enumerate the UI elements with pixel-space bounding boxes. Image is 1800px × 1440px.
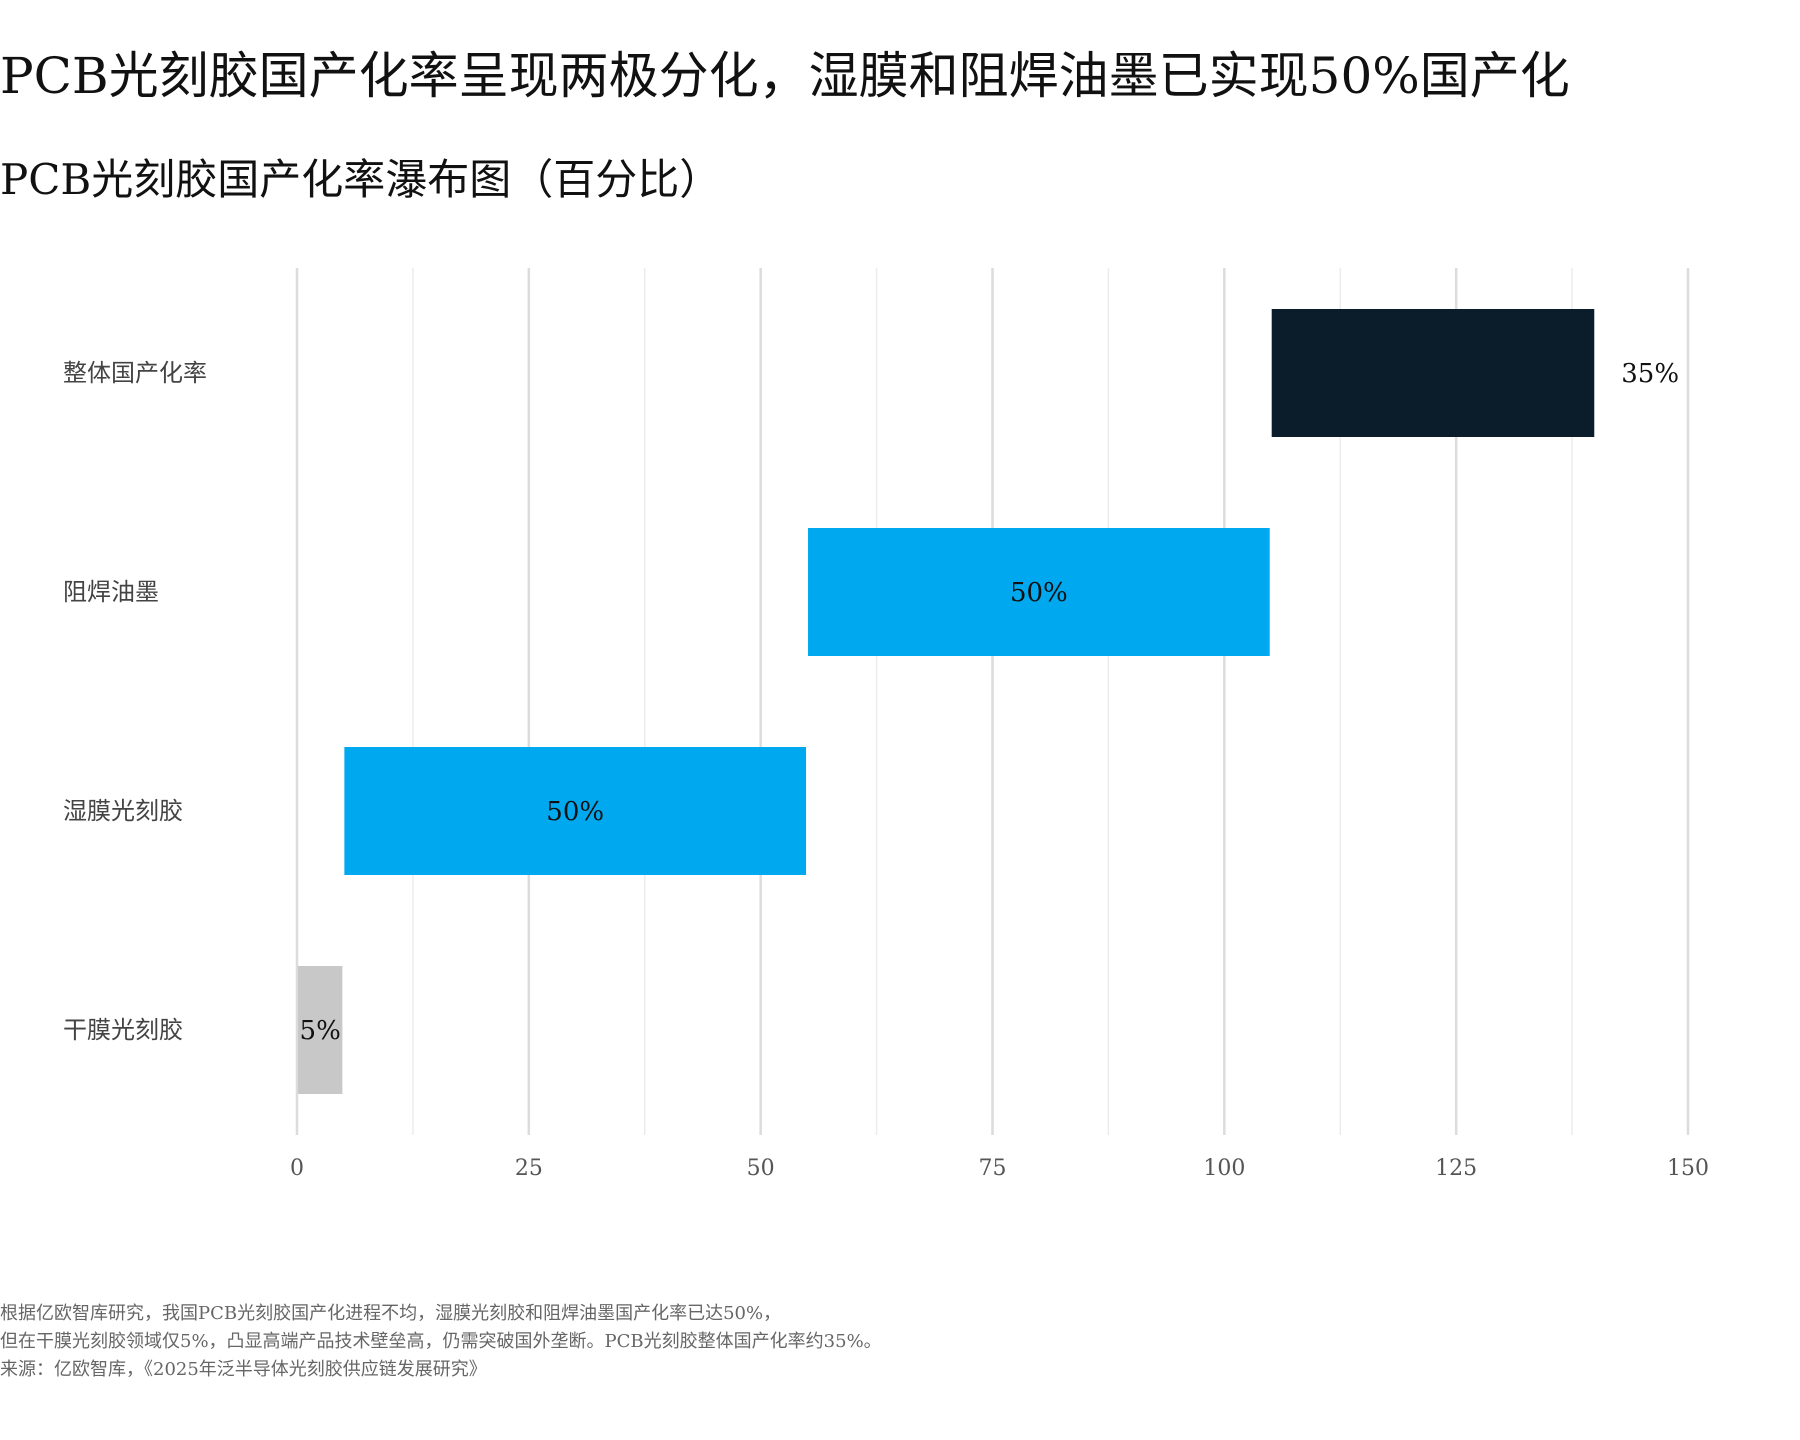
x-tick-label: 0	[290, 1156, 304, 1181]
x-tick-label: 75	[979, 1156, 1007, 1181]
headline: PCB光刻胶国产化率呈现两极分化，湿膜和阻焊油墨已实现50%国产化	[0, 47, 1570, 105]
x-tick-label: 50	[747, 1156, 775, 1181]
bar	[1271, 309, 1595, 437]
chart-subtitle: PCB光刻胶国产化率瀑布图（百分比）	[0, 155, 722, 204]
x-tick-label: 25	[515, 1156, 543, 1181]
bar-labels: 5% 50% 50% 35%	[300, 359, 1680, 1046]
source-note: 来源：亿欧智库，《2025年泛半导体光刻胶供应链发展研究》	[0, 1359, 487, 1380]
category-label: 湿膜光刻胶	[63, 797, 183, 825]
category-label: 阻焊油墨	[63, 578, 159, 606]
footnote-line-2: 但在干膜光刻胶领域仅5%，凸显高端产品技术壁垒高，仍需突破国外垄断。PCB光刻胶…	[0, 1331, 882, 1352]
bar	[808, 528, 1270, 656]
waterfall-chart: 5% 50% 50% 35% 干膜光刻胶 湿膜光刻胶 阻焊油墨 整体国产化率 0 25 50 75…	[63, 268, 1709, 1181]
category-label: 整体国产化率	[63, 359, 207, 387]
bar-value-label: 35%	[1621, 359, 1679, 389]
bar	[344, 747, 807, 875]
x-tick-labels: 0 25 50 75 100 125 150	[290, 1156, 1709, 1181]
bars	[298, 309, 1595, 1094]
x-tick-label: 125	[1435, 1156, 1477, 1181]
category-labels: 干膜光刻胶 湿膜光刻胶 阻焊油墨 整体国产化率	[63, 359, 207, 1044]
footnote: 根据亿欧智库研究，我国PCB光刻胶国产化进程不均，湿膜光刻胶和阻焊油墨国产化率已…	[0, 1300, 882, 1384]
bar-value-label: 5%	[300, 1016, 341, 1046]
category-label: 干膜光刻胶	[63, 1016, 183, 1044]
bar-value-label: 50%	[546, 797, 604, 827]
footnote-line-1: 根据亿欧智库研究，我国PCB光刻胶国产化进程不均，湿膜光刻胶和阻焊油墨国产化率已…	[0, 1303, 782, 1324]
bar	[298, 966, 343, 1094]
x-tick-label: 100	[1203, 1156, 1245, 1181]
bar-value-label: 50%	[1010, 578, 1068, 608]
x-tick-label: 150	[1667, 1156, 1709, 1181]
